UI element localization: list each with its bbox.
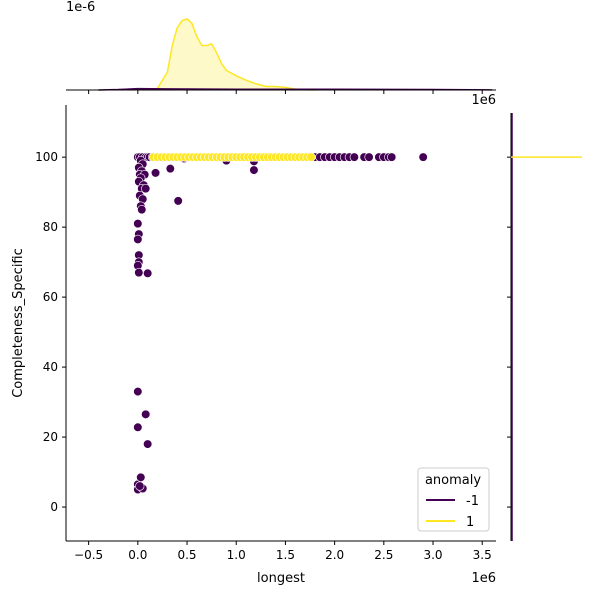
- y-tick-label: 40: [43, 360, 58, 374]
- point-anomaly-neg1: [134, 268, 144, 278]
- x-offset-label-top: 1e6: [471, 93, 496, 108]
- point-anomaly-neg1: [136, 472, 146, 482]
- point-anomaly-neg1: [133, 234, 143, 244]
- point-anomaly-neg1: [137, 205, 147, 215]
- legend: anomaly -1 1: [417, 467, 490, 532]
- x-tick-label: 0.5: [177, 548, 196, 562]
- point-anomaly-neg1: [143, 268, 153, 278]
- legend-label-1: 1: [466, 515, 474, 530]
- point-anomaly-neg1: [150, 168, 161, 178]
- point-anomaly-neg1: [143, 439, 153, 449]
- x-tick-label: 1.0: [227, 548, 246, 562]
- point-anomaly-neg1: [133, 422, 143, 432]
- x-tick-label: 1.5: [276, 548, 295, 562]
- x-tick-label: 2.0: [325, 548, 344, 562]
- y-tick-label: 0: [50, 500, 58, 514]
- x-tick-label: −0.5: [74, 548, 103, 562]
- point-anomaly-1: [306, 152, 316, 162]
- point-anomaly-neg1: [133, 386, 143, 397]
- y-tick-label: 60: [43, 290, 58, 304]
- x-tick-label: 0.0: [128, 548, 147, 562]
- y-tick-label: 20: [43, 430, 58, 444]
- point-anomaly-neg1: [141, 409, 151, 419]
- x-tick-label: 2.5: [374, 548, 393, 562]
- top-offset-label: 1e-6: [66, 0, 95, 15]
- kde-fill-1: [152, 18, 315, 91]
- y-tick-label: 80: [43, 220, 58, 234]
- x-tick-label: 3.0: [423, 548, 442, 562]
- point-anomaly-neg1: [133, 219, 143, 229]
- point-anomaly-neg1: [165, 164, 175, 174]
- point-anomaly-neg1: [135, 481, 145, 491]
- legend-title: anomaly: [425, 473, 481, 488]
- kde-line-1: [152, 18, 315, 91]
- x-tick-label: 3.5: [473, 548, 492, 562]
- point-anomaly-neg1: [387, 152, 397, 162]
- point-anomaly-neg1: [364, 152, 374, 162]
- point-anomaly-neg1: [249, 165, 259, 175]
- x-axis-label: longest: [257, 571, 305, 586]
- y-axis-label: Completeness_Specific: [11, 248, 26, 398]
- x-offset-label: 1e6: [471, 571, 496, 586]
- point-anomaly-neg1: [173, 196, 183, 206]
- legend-label-neg1: -1: [466, 494, 479, 509]
- y-tick-label: 100: [35, 150, 58, 164]
- point-anomaly-neg1: [349, 152, 359, 162]
- point-anomaly-neg1: [141, 184, 151, 194]
- point-anomaly-neg1: [418, 152, 428, 162]
